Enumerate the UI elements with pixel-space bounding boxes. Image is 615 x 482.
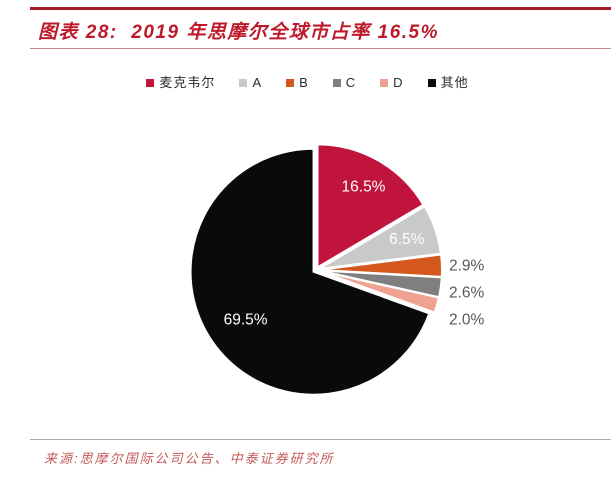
legend-label-a: A xyxy=(252,75,263,90)
legend-swatch-other xyxy=(427,79,436,87)
legend-item-d: D xyxy=(380,74,403,92)
legend-label-c: C xyxy=(345,75,357,90)
pie-slice-4 xyxy=(318,269,441,314)
chart-title: 图表 28: 2019 年思摩尔全球市占率 16.5% xyxy=(38,22,439,43)
legend-label-other: 其他 xyxy=(440,75,469,90)
legend-item-other: 其他 xyxy=(427,74,469,92)
legend-swatch-c xyxy=(332,79,341,87)
legend-item-b: B xyxy=(286,74,309,92)
source-note: 来源:思摩尔国际公司公告、中泰证券研究所 xyxy=(44,451,335,466)
legend-swatch-maikeweier xyxy=(146,79,155,87)
legend-item-c: C xyxy=(332,74,357,92)
legend-swatch-b xyxy=(286,79,295,87)
legend-swatch-a xyxy=(239,79,248,87)
slice-label-3: 2.6% xyxy=(449,284,485,301)
pie-slice-5 xyxy=(189,147,431,396)
legend-label-d: D xyxy=(393,75,404,90)
top-rule xyxy=(30,7,611,10)
legend-item-maikeweier: 麦克韦尔 xyxy=(146,74,215,92)
legend: 麦克韦尔 A B C D 其他 xyxy=(0,74,615,92)
legend-item-a: A xyxy=(239,74,262,92)
slice-label-5: 69.5% xyxy=(224,312,268,329)
slice-label-0: 16.5% xyxy=(342,179,386,196)
slice-label-1: 6.5% xyxy=(389,231,425,248)
legend-label-maikeweier: 麦克韦尔 xyxy=(159,75,216,90)
source-divider xyxy=(30,439,611,440)
legend-label-b: B xyxy=(299,75,309,90)
slice-label-2: 2.9% xyxy=(449,257,485,274)
pie-slice-0 xyxy=(316,143,425,270)
legend-swatch-d xyxy=(380,79,389,87)
title-underline xyxy=(30,48,611,49)
slice-label-4: 2.0% xyxy=(449,311,485,328)
pie-chart: 16.5% 6.5% 69.5% 2.9% 2.6% 2.0% xyxy=(189,143,485,396)
